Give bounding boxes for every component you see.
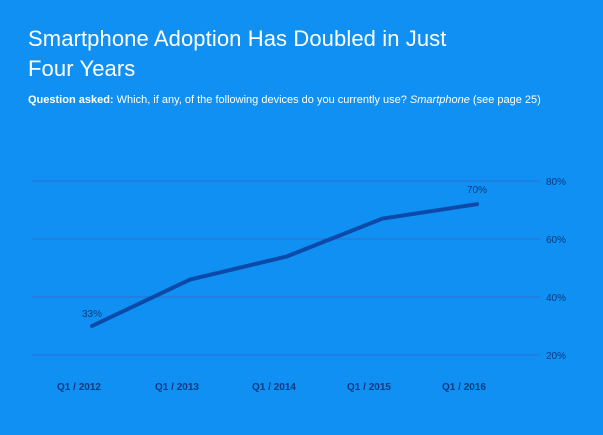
data-point-1	[189, 279, 191, 281]
x-tick-label-4: Q1 / 2016	[442, 382, 486, 393]
x-tick-label-1: Q1 / 2013	[155, 382, 199, 393]
question-italic: Smartphone	[409, 94, 470, 106]
x-tick-label-2: Q1 / 2014	[252, 382, 296, 393]
question-text: Which, if any, of the following devices …	[113, 94, 410, 106]
question-label: Question asked:	[28, 94, 114, 106]
x-tick-label-0: Q1 / 2012	[57, 382, 101, 393]
chart-title-line1: Smartphone Adoption Has Doubled in Just	[28, 26, 447, 51]
y-tick-label-60: 60%	[546, 235, 566, 246]
data-label-4: 70%	[467, 185, 487, 196]
chart-subtitle: Question asked: Which, if any, of the fo…	[28, 93, 588, 107]
data-point-4	[476, 203, 478, 205]
data-label-0: 33%	[82, 309, 102, 320]
series-line	[90, 202, 479, 328]
y-tick-label-80: 80%	[546, 177, 566, 188]
x-tick-label-3: Q1 / 2015	[347, 382, 391, 393]
data-point-0	[91, 325, 93, 327]
chart-title: Smartphone Adoption Has Doubled in Just …	[28, 24, 548, 84]
y-tick-label-40: 40%	[546, 293, 566, 304]
data-point-3	[381, 218, 383, 220]
data-point-2	[286, 255, 288, 257]
y-tick-label-20: 20%	[546, 351, 566, 362]
chart-title-line2: Four Years	[28, 56, 136, 81]
question-suffix: (see page 25)	[469, 94, 541, 106]
